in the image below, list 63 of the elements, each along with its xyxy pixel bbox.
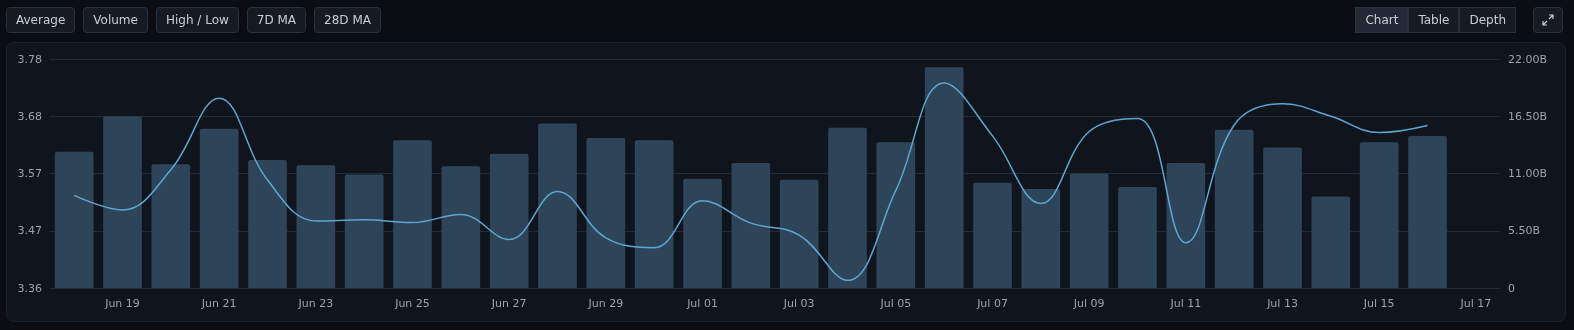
bar bbox=[248, 159, 287, 288]
y2-tick-label: 22.00B bbox=[1508, 52, 1548, 66]
x-tick-label: Jul 03 bbox=[782, 297, 815, 310]
x-tick-label: Jul 05 bbox=[879, 297, 912, 310]
bar bbox=[344, 174, 384, 288]
bar bbox=[828, 127, 867, 288]
text: High / Low bbox=[155, 7, 239, 33]
bar bbox=[586, 138, 626, 288]
x-tick-label: Jul 09 bbox=[1072, 297, 1105, 310]
bar bbox=[731, 163, 771, 288]
bar bbox=[683, 178, 722, 288]
bar bbox=[876, 142, 916, 288]
bar bbox=[1408, 136, 1447, 288]
bar bbox=[151, 164, 191, 288]
x-tick-label: Jun 25 bbox=[394, 297, 430, 310]
x-tick-label: Jul 11 bbox=[1169, 297, 1202, 310]
bar bbox=[1118, 187, 1157, 288]
x-tick-label: Jul 13 bbox=[1266, 297, 1298, 310]
bar bbox=[973, 182, 1012, 288]
x-tick-label: Jun 21 bbox=[200, 297, 237, 310]
y2-tick-label: 5.50B bbox=[1508, 224, 1541, 238]
bar bbox=[538, 123, 577, 288]
y-tick-label: 3.68 bbox=[17, 109, 42, 123]
bar bbox=[1311, 196, 1351, 288]
text: 28D MA bbox=[314, 7, 381, 33]
x-tick-label: Jul 17 bbox=[1459, 297, 1492, 310]
text: Depth bbox=[1459, 7, 1516, 33]
y-tick-label: 3.47 bbox=[17, 224, 42, 238]
y-tick-label: 3.36 bbox=[17, 281, 42, 295]
y2-tick-label: 11.00B bbox=[1508, 167, 1548, 180]
bar bbox=[1166, 163, 1206, 288]
bar bbox=[779, 179, 819, 288]
bar bbox=[1214, 129, 1254, 288]
bar bbox=[1263, 147, 1302, 288]
text: Average bbox=[6, 7, 76, 33]
x-tick-label: Jun 23 bbox=[297, 297, 334, 310]
bar bbox=[393, 140, 432, 288]
y2-tick-label: 16.50B bbox=[1508, 109, 1548, 123]
x-tick-label: Jul 15 bbox=[1362, 297, 1395, 310]
text: Volume bbox=[83, 7, 148, 33]
bar bbox=[103, 116, 142, 288]
bar bbox=[1069, 173, 1109, 288]
bar bbox=[296, 165, 336, 288]
x-tick-label: Jun 19 bbox=[104, 297, 140, 310]
bar bbox=[489, 153, 529, 288]
bar bbox=[441, 166, 481, 288]
x-tick-label: Jul 01 bbox=[686, 297, 718, 310]
text: Chart bbox=[1355, 7, 1409, 33]
text: 7D MA bbox=[246, 7, 307, 33]
x-tick-label: Jul 07 bbox=[976, 297, 1008, 310]
y-tick-label: 3.57 bbox=[17, 167, 42, 180]
bar bbox=[199, 128, 239, 288]
bar bbox=[1021, 189, 1061, 288]
x-tick-label: Jun 27 bbox=[490, 297, 527, 310]
y-tick-label: 3.78 bbox=[17, 52, 42, 66]
line-series bbox=[73, 82, 1429, 282]
y2-tick-label: 0 bbox=[1508, 281, 1515, 295]
text: Table bbox=[1408, 7, 1460, 33]
bar bbox=[634, 140, 674, 288]
bar bbox=[54, 151, 94, 288]
bar bbox=[924, 67, 964, 288]
x-tick-label: Jun 29 bbox=[587, 297, 624, 310]
bar bbox=[1359, 142, 1399, 288]
